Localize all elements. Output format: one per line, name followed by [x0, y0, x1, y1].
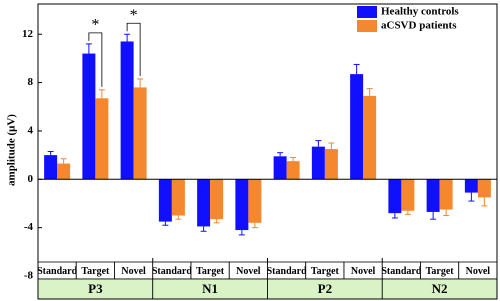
y-tick-label: 4 [28, 124, 34, 136]
y-tick-label: 8 [28, 76, 34, 88]
bar [197, 179, 211, 227]
bar [248, 179, 262, 223]
y-tick-label: -8 [24, 270, 34, 282]
bar [363, 95, 377, 180]
legend-label: aCSVD patients [381, 20, 457, 32]
bar [464, 179, 478, 193]
x-tick-label: Standard [381, 266, 421, 277]
bar [388, 179, 402, 214]
bar [158, 179, 172, 222]
x-tick-label: Target [311, 266, 340, 277]
bar [95, 98, 109, 180]
x-tick-label: Target [196, 266, 225, 277]
x-tick-label: Novel [236, 266, 261, 277]
bar [120, 41, 134, 180]
group-label: N1 [202, 281, 218, 296]
group-label: P2 [318, 281, 332, 296]
bar [426, 179, 440, 212]
bar [57, 163, 71, 180]
legend-swatch [357, 20, 377, 32]
group-label: P3 [88, 281, 103, 296]
plot-frame [37, 3, 498, 300]
x-tick-label: Standard [152, 266, 192, 277]
bar [439, 179, 453, 210]
y-axis-label: amplitude (μV) [6, 114, 18, 186]
bar [286, 161, 300, 180]
bar [133, 87, 147, 180]
x-tick-label: Novel [351, 266, 376, 277]
bar [235, 179, 249, 231]
bar [171, 179, 185, 216]
significance-bracket [126, 22, 141, 76]
group-label: N2 [432, 281, 448, 296]
bar [311, 146, 325, 180]
annotation: * [130, 7, 138, 24]
y-tick-label: -4 [24, 221, 34, 233]
legend-swatch [357, 6, 377, 18]
y-tick-label: 0 [28, 173, 34, 185]
legend-label: Healthy controls [381, 6, 459, 18]
x-tick-label: Standard [267, 266, 307, 277]
x-tick-label: Target [426, 266, 455, 277]
annotation: * [91, 17, 99, 34]
bar [350, 74, 364, 180]
bar [82, 53, 96, 180]
bar [273, 156, 287, 180]
bar [477, 179, 491, 198]
x-tick-label: Novel [466, 266, 491, 277]
x-tick-label: Target [81, 266, 110, 277]
x-tick-label: Standard [37, 266, 77, 277]
x-tick-label: Novel [121, 266, 146, 277]
bar [324, 149, 338, 180]
bar [401, 179, 415, 211]
significance-bracket [88, 32, 103, 87]
bar [44, 155, 58, 180]
y-tick-label: 12 [22, 28, 34, 40]
bar [210, 179, 224, 220]
